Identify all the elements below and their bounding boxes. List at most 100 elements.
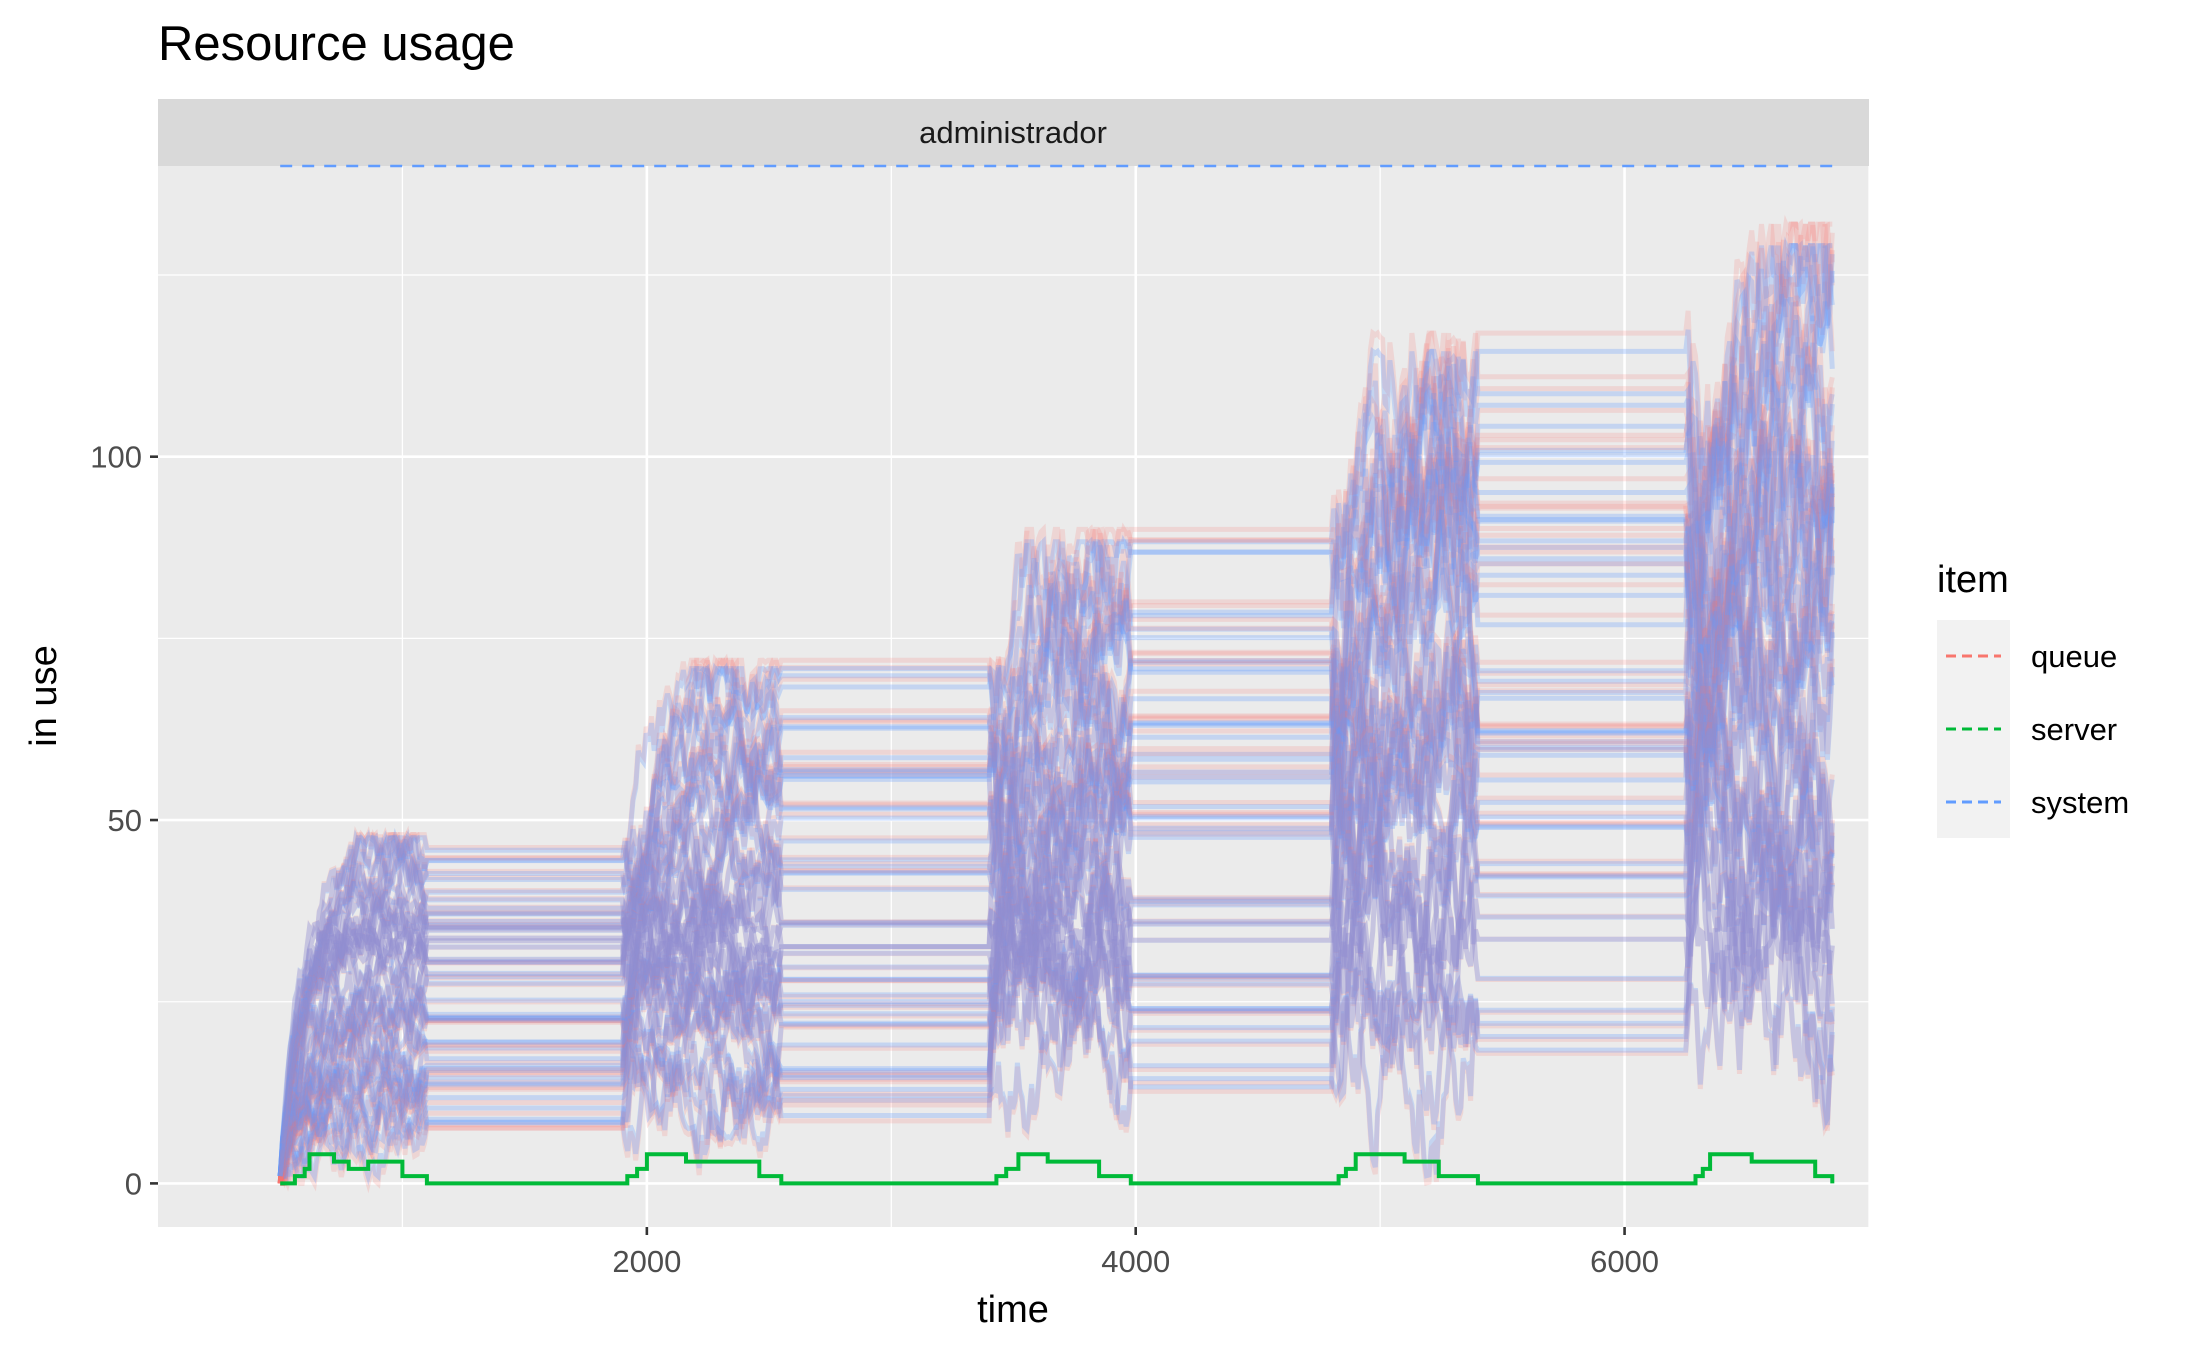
queue-replication-line (277, 218, 1835, 1184)
system-replication-line (278, 348, 1835, 1178)
system-replication-line (277, 346, 1835, 1177)
queue-replication-line (277, 295, 1835, 1184)
queue-replication-line (277, 668, 1835, 1184)
system-replication-line (277, 319, 1835, 1177)
system-replication-line (277, 418, 1835, 1177)
system-replication-line (277, 370, 1835, 1177)
system-replication-line (277, 385, 1835, 1177)
queue-replication-line (277, 214, 1835, 1184)
legend-label-queue: queue (2031, 639, 2117, 674)
queue-replication-line (277, 328, 1835, 1185)
queue-replication-line (277, 330, 1835, 1184)
series-lines (280, 164, 1835, 1186)
queue-replication-line (277, 417, 1835, 1184)
queue-replication-line (277, 672, 1835, 1192)
system-replication-line (277, 240, 1835, 1177)
y-axis-title: in use (23, 645, 65, 746)
queue-replication-line (277, 223, 1835, 1184)
x-tick-label: 2000 (612, 1244, 681, 1279)
queue-replication-line (277, 408, 1835, 1184)
system-replication-line (277, 463, 1835, 1177)
queue-replication-line (277, 538, 1835, 1184)
system-replication-line (277, 245, 1835, 1177)
system-replication-line (277, 463, 1835, 1177)
queue-replication-line (277, 310, 1835, 1184)
queue-replication-line (277, 438, 1835, 1184)
system-replication-line (277, 363, 1835, 1177)
queue-replication-line (278, 569, 1835, 1185)
queue-replication-line (280, 345, 1835, 1186)
system-replication-line (277, 348, 1835, 1177)
system-replication-line (280, 614, 1835, 1179)
system-replication-line (280, 482, 1835, 1179)
server-series-line (280, 1152, 1835, 1186)
system-replication-line (280, 363, 1835, 1179)
x-tick-label: 6000 (1590, 1244, 1659, 1279)
y-tick-label: 0 (125, 1166, 142, 1201)
system-replication-line (277, 526, 1835, 1177)
system-replication-line (277, 432, 1835, 1177)
system-replication-line (277, 676, 1835, 1177)
system-replication-line (277, 702, 1835, 1177)
queue-replication-line (277, 618, 1835, 1184)
system-replication-line (277, 424, 1835, 1177)
system-replication-line (277, 425, 1834, 1177)
queue-replication-line (277, 266, 1835, 1184)
x-axis-title: time (977, 1289, 1049, 1331)
system-replication-line (277, 236, 1835, 1177)
queue-replication-line (280, 604, 1835, 1186)
system-replication-line (280, 438, 1835, 1179)
queue-replication-line (277, 703, 1835, 1184)
queue-replication-line (277, 345, 1835, 1184)
queue-replication-line (277, 221, 1833, 1194)
legend-label-system: system (2031, 785, 2129, 820)
queue-replication-line (277, 352, 1835, 1184)
queue-replication-line (277, 695, 1835, 1184)
facet-strip-label: administrador (919, 115, 1107, 150)
system-replication-line (277, 378, 1835, 1177)
queue-replication-line (277, 402, 1835, 1184)
queue-replication-line (277, 458, 1835, 1184)
system-replication-line (277, 437, 1835, 1177)
system-replication-line (277, 627, 1835, 1177)
queue-replication-line (277, 700, 1835, 1185)
system-replication-line (277, 513, 1835, 1177)
queue-replication-line (277, 360, 1835, 1184)
queue-replication-line (277, 367, 1835, 1184)
queue-replication-line (277, 409, 1834, 1184)
system-replication-line (277, 708, 1835, 1177)
queue-replication-line (277, 448, 1835, 1184)
system-replication-line (277, 509, 1835, 1177)
system-replication-line (277, 315, 1835, 1177)
system-replication-line (280, 373, 1835, 1179)
system-replication-line (277, 302, 1835, 1177)
queue-replication-line (277, 391, 1835, 1192)
queue-replication-line (280, 422, 1835, 1187)
queue-replication-line (277, 496, 1835, 1184)
axes: 2000 4000 6000 0 50 100 (90, 440, 1659, 1279)
legend-title: item (1937, 559, 2009, 601)
system-replication-line (280, 243, 1835, 1179)
system-replication-line (277, 286, 1835, 1177)
legend: item queue server system (1937, 559, 2129, 838)
queue-replication-line (277, 422, 1835, 1184)
system-replication-line (277, 407, 1835, 1185)
system-replication-line (277, 446, 1834, 1177)
queue-replication-line (277, 282, 1835, 1184)
chart-title: Resource usage (158, 17, 515, 71)
queue-replication-line (280, 221, 1835, 1186)
queue-replication-line (278, 330, 1835, 1185)
facet-strip (158, 99, 1869, 166)
queue-replication-line (277, 343, 1835, 1184)
simulation-replications (277, 214, 1835, 1194)
system-replication-line (277, 360, 1835, 1177)
system-replication-line (277, 710, 1835, 1177)
queue-replication-line (280, 356, 1835, 1186)
system-replication-line (277, 329, 1835, 1177)
queue-replication-line (277, 221, 1835, 1184)
y-tick-label: 50 (108, 803, 142, 838)
plot-panel (158, 166, 1869, 1227)
system-replication-line (277, 680, 1835, 1184)
system-replication-line (277, 453, 1835, 1177)
system-replication-line (277, 550, 1835, 1177)
